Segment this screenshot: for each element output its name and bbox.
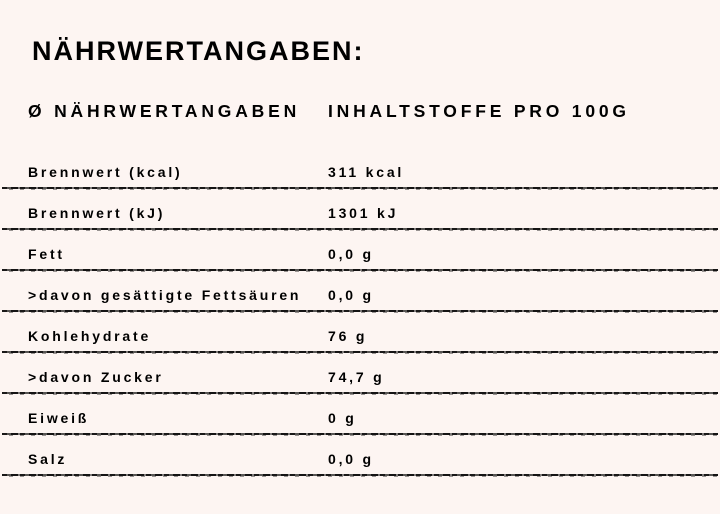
row-value: 76 g <box>328 328 692 353</box>
table-header-row: Ø NÄHRWERTANGABEN INHALTSTOFFE PRO 100G <box>28 101 692 122</box>
column-header-left: Ø NÄHRWERTANGABEN <box>28 101 328 122</box>
table-row: >davon gesättigte Fettsäuren0,0 g <box>28 271 692 312</box>
row-value: 74,7 g <box>328 369 692 394</box>
row-value: 0,0 g <box>328 451 692 476</box>
row-label: Brennwert (kcal) <box>28 164 328 189</box>
row-label: Kohlehydrate <box>28 328 328 353</box>
row-value: 1301 kJ <box>328 205 692 230</box>
row-value: 0,0 g <box>328 246 692 271</box>
row-label: Eiweiß <box>28 410 328 435</box>
table-row: Kohlehydrate76 g <box>28 312 692 353</box>
table-row: >davon Zucker74,7 g <box>28 353 692 394</box>
row-label: Salz <box>28 451 328 476</box>
table-row: Eiweiß0 g <box>28 394 692 435</box>
column-header-right: INHALTSTOFFE PRO 100G <box>328 101 692 122</box>
nutrition-table: Ø NÄHRWERTANGABEN INHALTSTOFFE PRO 100G … <box>28 101 692 476</box>
table-row: Brennwert (kcal)311 kcal <box>28 148 692 189</box>
row-label: Brennwert (kJ) <box>28 205 328 230</box>
table-row: Brennwert (kJ)1301 kJ <box>28 189 692 230</box>
row-value: 0,0 g <box>328 287 692 312</box>
row-label: >davon Zucker <box>28 369 328 394</box>
page-title: NÄHRWERTANGABEN: <box>32 36 692 67</box>
row-label: >davon gesättigte Fettsäuren <box>28 287 328 312</box>
row-value: 311 kcal <box>328 164 692 189</box>
row-value: 0 g <box>328 410 692 435</box>
table-row: Salz0,0 g <box>28 435 692 476</box>
table-row: Fett0,0 g <box>28 230 692 271</box>
row-label: Fett <box>28 246 328 271</box>
